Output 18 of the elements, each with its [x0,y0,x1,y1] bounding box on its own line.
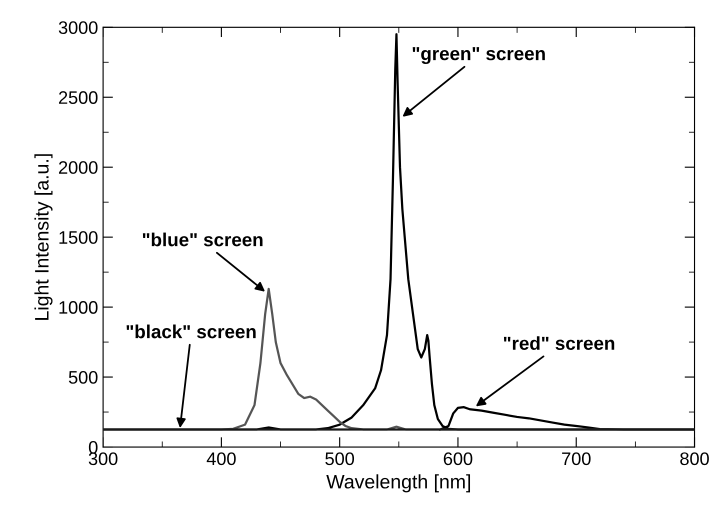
y-tick-label: 1500 [59,231,98,244]
annotation: "green" screen [412,47,545,64]
x-tick-label: 400 [206,452,236,466]
x-axis-title: Wavelength [nm] [326,474,470,492]
y-axis-title: Light Intensity [a.u.] [34,154,53,320]
annotation: "blue" screen [142,232,262,246]
y-tick-label: 3000 [58,21,98,34]
x-tick-label: 500 [325,452,354,466]
x-tick-label: 600 [444,452,472,466]
y-tick-label: 500 [68,371,98,384]
x-tick-label: 300 [88,452,118,466]
y-tick-label: 1000 [59,301,98,314]
y-tick-label: 2000 [58,161,98,174]
annotation: "red" screen [504,336,614,350]
y-tick-label: 2500 [58,91,98,104]
x-tick-label: 800 [680,452,709,466]
x-tick-label: 700 [562,452,591,466]
annotation: "black" screen [126,324,256,338]
